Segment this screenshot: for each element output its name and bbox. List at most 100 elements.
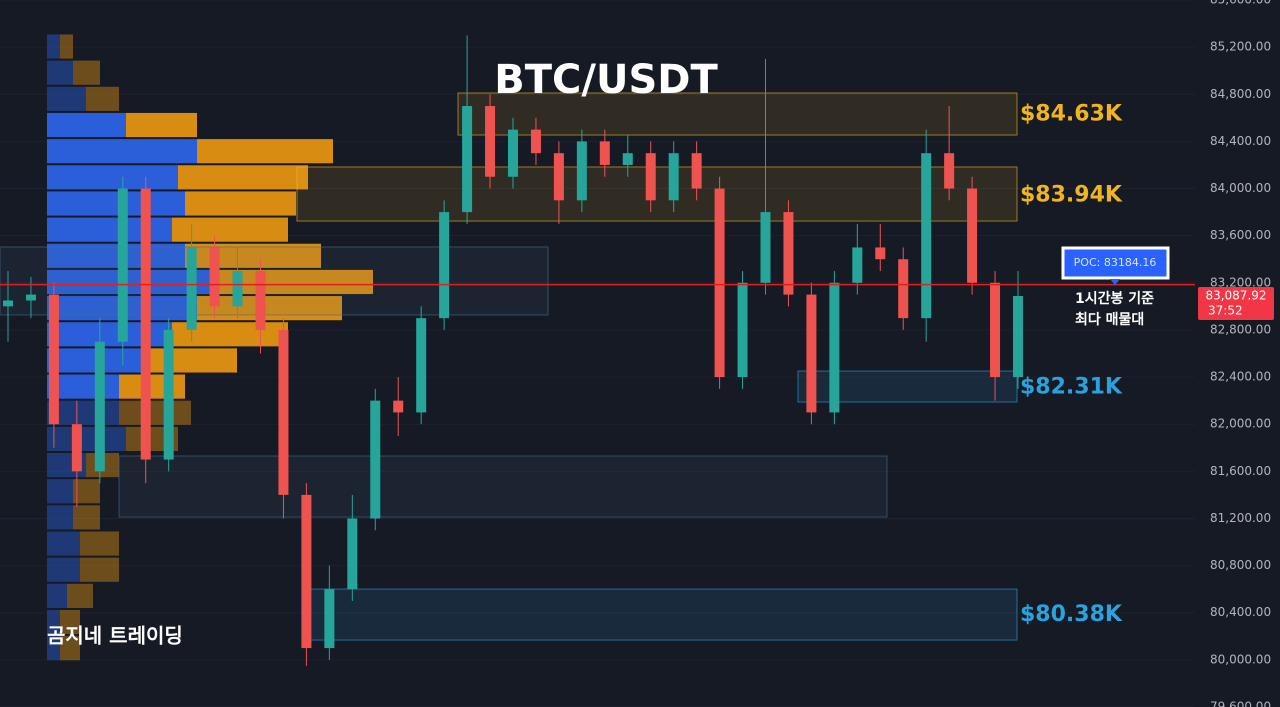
last-price-label: 83,087.92 — [1205, 289, 1266, 303]
zone — [118, 455, 888, 518]
profile-bar — [47, 112, 126, 138]
y-tick-label: 84,800.00 — [1210, 87, 1271, 101]
candle-body — [668, 153, 679, 201]
profile-bar — [47, 243, 185, 268]
profile-bar — [47, 269, 210, 295]
candle-body — [324, 589, 335, 649]
candle-body — [1013, 295, 1023, 378]
profile-bar — [60, 636, 80, 661]
y-tick-label: 83,200.00 — [1210, 275, 1271, 289]
poc-label: POC: 83184.16 — [1074, 256, 1157, 269]
zone — [457, 92, 1018, 136]
profile-bar — [197, 296, 342, 321]
profile-bar — [47, 609, 60, 635]
zone — [296, 166, 1018, 222]
profile-bar — [47, 191, 185, 216]
candle-body — [714, 188, 725, 378]
zone-label: $83.94K — [1020, 183, 1123, 208]
profile-bar — [60, 34, 73, 59]
candle-body — [783, 212, 794, 295]
candle-body — [140, 188, 151, 460]
y-tick-label: 84,400.00 — [1210, 134, 1271, 148]
y-tick-label: 81,200.00 — [1210, 511, 1271, 525]
candle-body — [967, 188, 978, 283]
y-tick-label: 82,800.00 — [1210, 322, 1271, 336]
candle-body — [347, 518, 358, 590]
watermark: 곰지네 트레이딩 — [47, 624, 183, 648]
profile-bar — [60, 609, 80, 635]
profile-bar — [73, 505, 100, 530]
profile-bar — [47, 400, 119, 425]
y-tick-label: 83,600.00 — [1210, 228, 1271, 242]
profile-bar — [47, 86, 86, 111]
profile-bar — [185, 191, 296, 216]
candle-body — [439, 212, 450, 319]
profile-bar — [47, 139, 197, 164]
candle-body — [232, 271, 243, 307]
profile-bar — [47, 426, 126, 452]
y-tick-label: 80,000.00 — [1210, 652, 1271, 666]
profile-bar — [80, 557, 119, 582]
zone-label: $84.63K — [1020, 101, 1123, 126]
profile-bar — [47, 165, 178, 190]
candle-body — [760, 212, 771, 283]
candle-body — [990, 282, 1001, 378]
profile-bar — [197, 139, 333, 164]
y-tick-label: 81,600.00 — [1210, 464, 1271, 478]
candle-body — [94, 341, 105, 472]
profile-bar — [67, 583, 93, 608]
candle-body — [829, 282, 840, 413]
profile-bar — [47, 217, 172, 242]
profile-bar — [47, 636, 60, 661]
candle-body — [944, 153, 955, 189]
candle-body — [530, 129, 541, 154]
last-price-box — [1198, 287, 1274, 321]
profile-bar — [73, 60, 100, 85]
profile-bar — [47, 322, 172, 347]
candle-body — [599, 141, 610, 165]
y-tick-label: 79,600.00 — [1210, 700, 1271, 707]
y-tick-label: 85,600.00 — [1210, 0, 1271, 7]
zones — [0, 92, 1018, 641]
candle-body — [255, 271, 266, 330]
overlay: $84.63K $83.94K $82.31K $80.38K POC: 83184.1… — [0, 101, 1274, 627]
candle-body — [576, 141, 587, 201]
candle-body — [645, 153, 656, 201]
candle-body — [71, 424, 82, 472]
candle-body — [301, 494, 312, 649]
candle-body — [485, 106, 496, 177]
zone-label: $80.38K — [1020, 602, 1123, 627]
profile-bar — [86, 86, 119, 111]
candle-body — [370, 400, 381, 519]
candles — [3, 35, 1023, 666]
candle-body — [25, 294, 36, 301]
candle-body — [898, 259, 909, 319]
poc-pointer — [1110, 279, 1120, 285]
profile-bar — [126, 112, 197, 138]
profile-bar — [178, 165, 308, 190]
y-tick-label: 84,000.00 — [1210, 181, 1271, 195]
candle-body — [163, 329, 174, 460]
candle-body — [278, 329, 289, 495]
poc-box — [1061, 246, 1170, 280]
y-tick-label: 80,400.00 — [1210, 605, 1271, 619]
y-tick-label: 82,000.00 — [1210, 417, 1271, 431]
y-tick-label: 82,400.00 — [1210, 370, 1271, 384]
zone — [309, 588, 1018, 641]
poc-note: 최다 매물대 — [1075, 312, 1144, 328]
chart-title: BTC/USDT — [494, 57, 718, 103]
profile-bar — [146, 348, 237, 373]
candle-body — [416, 318, 427, 413]
candle-body — [393, 400, 404, 413]
profile-bar — [47, 557, 80, 582]
candle-body — [3, 300, 13, 307]
profile-bar — [47, 505, 73, 530]
zone-label: $82.31K — [1020, 375, 1123, 400]
profile-bar — [47, 583, 67, 608]
candle-body — [875, 247, 886, 260]
candle-body — [806, 294, 817, 413]
candle-body — [921, 153, 932, 319]
profile-bar — [172, 217, 288, 242]
